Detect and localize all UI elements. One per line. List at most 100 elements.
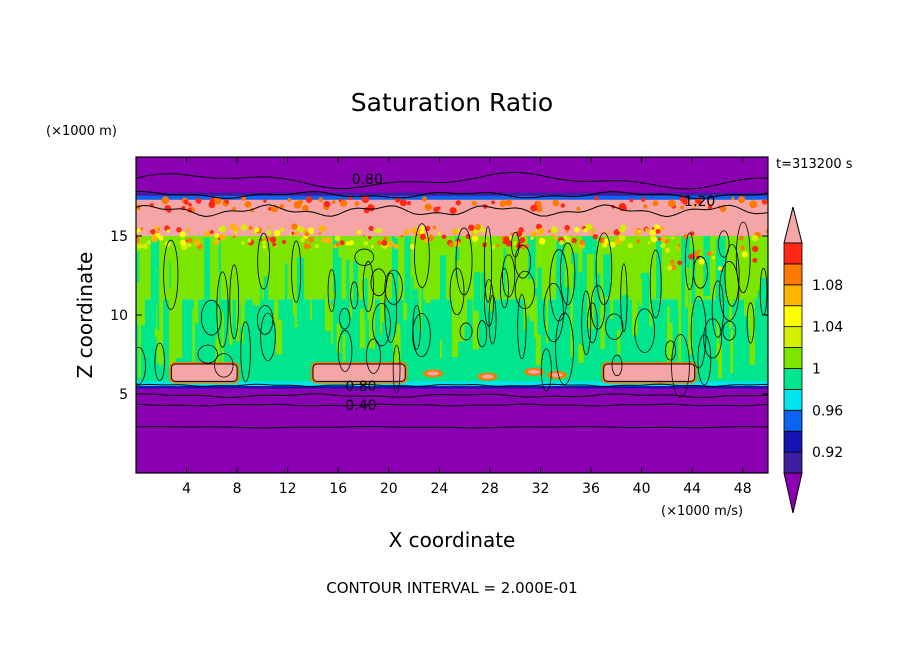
contour-loop — [392, 344, 401, 394]
speckle — [474, 223, 481, 231]
contour-label: 0.80 — [345, 379, 376, 395]
speckle — [560, 203, 566, 208]
plume-streak — [682, 267, 689, 308]
speckle — [551, 226, 558, 234]
y-tick-label: 5 — [119, 387, 128, 403]
speckle — [667, 199, 676, 208]
speckle — [530, 204, 538, 212]
contour-loop — [372, 302, 391, 347]
plume-streak — [681, 236, 685, 322]
contour-loop — [362, 260, 374, 313]
speckle — [677, 260, 682, 266]
contour-loop — [477, 320, 488, 348]
plume-streak — [743, 245, 751, 317]
speckle — [455, 200, 461, 206]
speckle — [707, 205, 713, 210]
speckle — [367, 235, 372, 240]
plume-streak — [654, 314, 660, 374]
speckle — [629, 198, 634, 203]
speckle — [752, 257, 758, 263]
speckle — [749, 200, 758, 209]
speckle — [291, 223, 298, 230]
speckle — [583, 228, 588, 233]
speckle — [585, 223, 593, 231]
speckle — [142, 243, 148, 249]
contour-loop — [735, 221, 751, 294]
plume-streak — [193, 267, 199, 324]
speckle — [660, 226, 665, 232]
speckle — [419, 233, 427, 241]
speckle — [457, 228, 461, 232]
colorbar-box — [783, 326, 803, 348]
plume-streak — [419, 254, 422, 331]
plume-streak — [631, 243, 638, 336]
speckle — [576, 206, 581, 211]
speckle — [600, 238, 606, 243]
plume-streak — [336, 323, 341, 354]
speckle — [680, 205, 684, 210]
speckle — [664, 247, 671, 253]
speckle — [188, 202, 192, 207]
plume-streak — [603, 254, 611, 297]
speckle — [373, 229, 377, 233]
speckle — [420, 229, 425, 235]
speckle — [491, 200, 496, 205]
speckle — [590, 228, 596, 233]
plume-streak — [204, 237, 211, 316]
cloud-blob — [427, 371, 440, 376]
plume-streak — [236, 262, 240, 342]
speckle — [574, 227, 580, 233]
speckle — [643, 204, 648, 209]
speckle — [394, 197, 401, 203]
speckle — [140, 227, 144, 231]
speckle — [229, 223, 236, 230]
speckle — [183, 199, 189, 205]
contour-loop — [459, 322, 473, 341]
speckle — [552, 199, 560, 207]
plume-streak — [143, 251, 149, 292]
plume-streak — [215, 336, 220, 365]
plume-streak — [716, 286, 720, 361]
speckle — [240, 224, 248, 231]
speckle — [213, 196, 222, 205]
plume-streak — [674, 307, 679, 332]
speckle — [536, 205, 543, 212]
speckle — [422, 196, 428, 202]
plume-streak — [238, 327, 242, 361]
speckle — [314, 244, 320, 249]
contour-loop — [587, 302, 598, 344]
speckle — [519, 236, 526, 244]
speckle — [248, 225, 253, 231]
speckle — [254, 227, 260, 233]
speckle — [224, 199, 229, 204]
speckle — [441, 234, 447, 239]
speckle — [698, 258, 705, 265]
x-tick-label: 20 — [380, 481, 398, 497]
speckle — [480, 228, 486, 233]
speckle — [318, 232, 322, 235]
speckle — [437, 232, 441, 236]
speckle — [319, 225, 326, 232]
plume-streak — [568, 236, 572, 323]
contour-loop — [384, 269, 403, 305]
speckle — [323, 200, 331, 208]
plume-streak — [263, 276, 269, 320]
speckle — [294, 231, 300, 236]
contour-loop — [256, 304, 274, 335]
speckle — [195, 197, 202, 204]
plume-streak — [238, 236, 246, 305]
speckle — [213, 239, 220, 246]
plume-streak — [617, 329, 621, 355]
contour-loop — [605, 313, 624, 340]
plume-streak — [252, 255, 261, 306]
speckle — [219, 234, 226, 241]
speckle — [187, 237, 193, 243]
speckle — [731, 196, 735, 201]
contour-label: 0.80 — [352, 172, 383, 188]
plume-streak — [621, 265, 625, 296]
contour-loop — [719, 261, 740, 321]
plume-streak — [609, 324, 614, 371]
speckle — [180, 239, 187, 246]
plume-streak — [335, 257, 342, 327]
speckle — [179, 231, 186, 238]
